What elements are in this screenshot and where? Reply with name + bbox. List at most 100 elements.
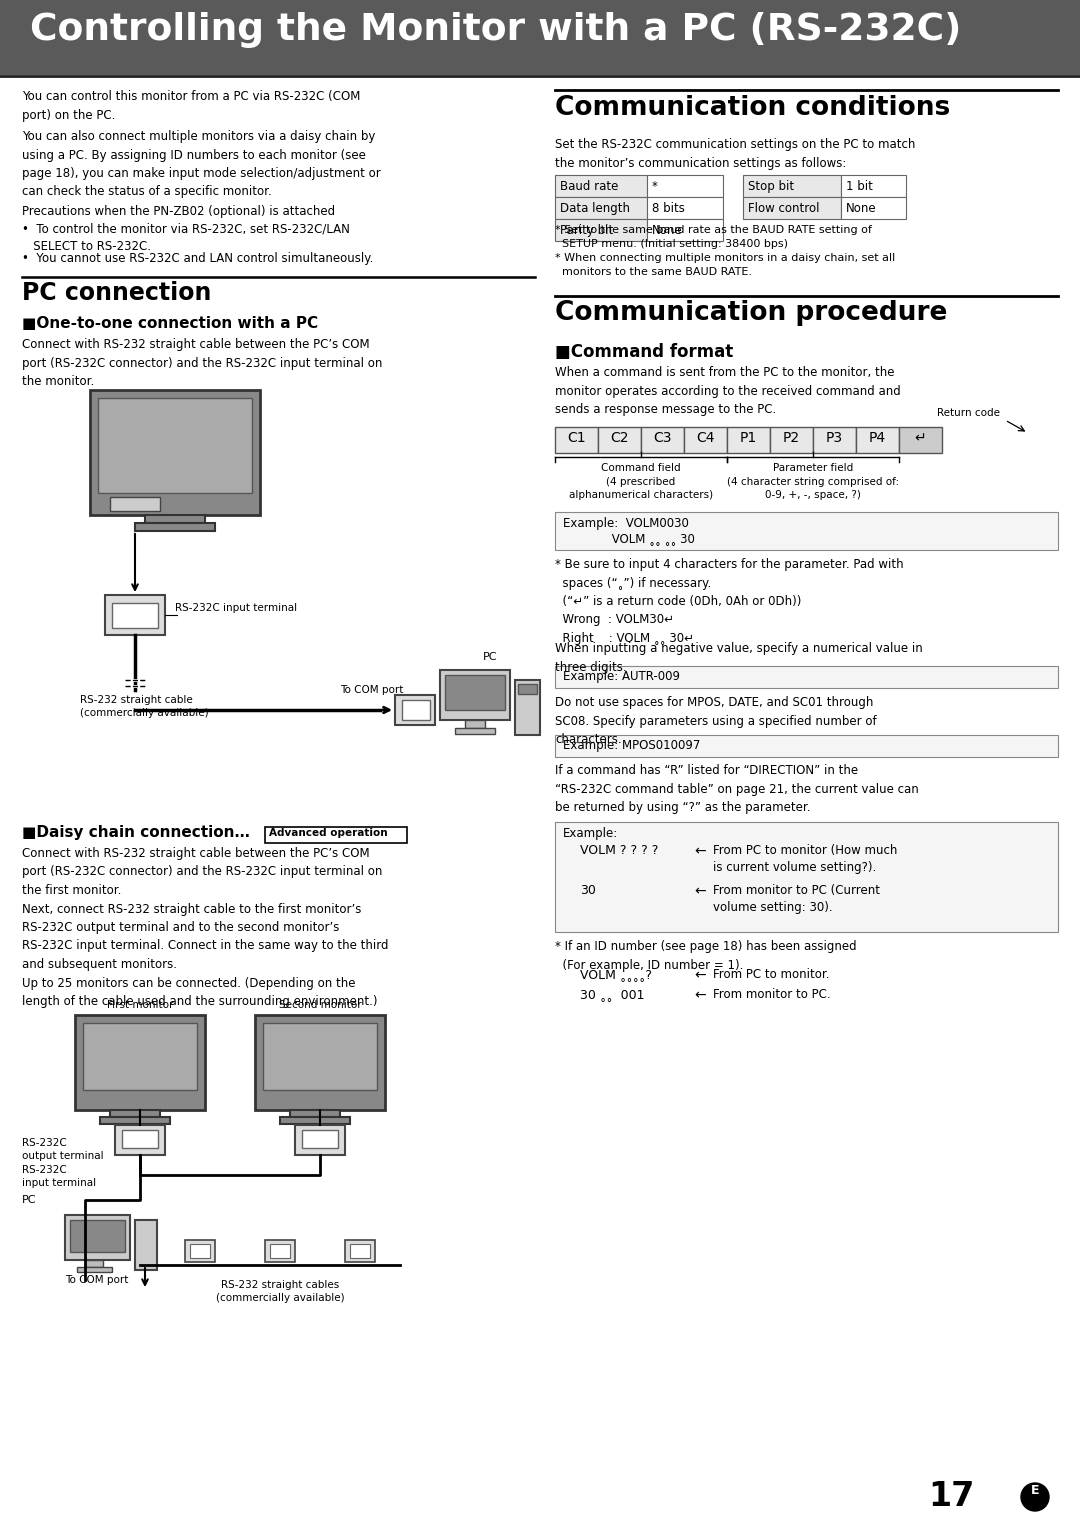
Bar [841,176,906,197]
Bar [465,721,485,728]
Bar [265,828,407,843]
Text: Example: MPOS010097: Example: MPOS010097 [563,739,700,751]
Bar [647,218,723,241]
Bar [112,603,158,628]
Bar [350,1245,370,1258]
Text: ↵: ↵ [915,431,927,444]
Bar [83,1023,197,1090]
Bar [75,1015,205,1110]
Text: You can also connect multiple monitors via a daisy chain by
using a PC. By assig: You can also connect multiple monitors v… [22,130,381,199]
Bar [65,1215,130,1260]
Bar [185,1240,215,1261]
Bar [555,428,598,454]
Text: P1: P1 [740,431,757,444]
Bar [518,684,537,693]
Text: E: E [1030,1484,1039,1496]
Text: To COM port: To COM port [340,686,403,695]
Text: Advanced operation: Advanced operation [269,828,388,838]
Bar [856,428,899,454]
Circle shape [1021,1483,1049,1512]
Text: Stop bit: Stop bit [748,180,794,192]
Bar [515,680,540,734]
Bar [135,524,215,531]
Text: RS-232C input terminal: RS-232C input terminal [175,603,297,612]
Text: Command field
(4 prescribed
alphanumerical characters): Command field (4 prescribed alphanumeric… [569,463,713,501]
Text: * Be sure to input 4 characters for the parameter. Pad with
  spaces (“˳”) if ne: * Be sure to input 4 characters for the … [555,557,904,644]
Text: From PC to monitor.: From PC to monitor. [713,968,829,980]
Text: First monitor: First monitor [107,1000,173,1009]
Text: Example:  VOLM0030: Example: VOLM0030 [563,518,689,530]
Text: 17: 17 [929,1481,975,1513]
Text: Communication conditions: Communication conditions [555,95,950,121]
Text: ■Command format: ■Command format [555,344,733,360]
Text: Connect with RS-232 straight cable between the PC’s COM
port (RS-232C connector): Connect with RS-232 straight cable betwe… [22,337,382,388]
Bar [813,428,856,454]
Text: To COM port: To COM port [65,1275,129,1286]
Text: From monitor to PC (Current
volume setting: 30).: From monitor to PC (Current volume setti… [713,884,880,915]
Bar [255,1015,384,1110]
Text: Return code: Return code [937,408,1000,418]
Bar [85,1260,103,1267]
Bar [345,1240,375,1261]
Text: 30 ˳˳  001: 30 ˳˳ 001 [580,988,645,1002]
Bar [98,399,252,493]
Text: Data length: Data length [561,202,630,215]
Bar [302,1130,338,1148]
Text: •  To control the monitor via RS-232C, set RS-232C/LAN
   SELECT to RS-232C.: • To control the monitor via RS-232C, se… [22,221,350,253]
Text: ←: ← [694,968,706,982]
Text: From monitor to PC.: From monitor to PC. [713,988,831,1002]
Text: C2: C2 [610,431,629,444]
Bar [743,197,841,218]
Text: Flow control: Flow control [748,202,820,215]
Text: C3: C3 [653,431,672,444]
Bar [445,675,505,710]
Text: RS-232C
output terminal: RS-232C output terminal [22,1138,104,1161]
Bar [190,1245,210,1258]
Text: * If an ID number (see page 18) has been assigned
  (For example, ID number = 1): * If an ID number (see page 18) has been… [555,941,856,971]
Text: Do not use spaces for MPOS, DATE, and SC01 through
SC08. Specify parameters usin: Do not use spaces for MPOS, DATE, and SC… [555,696,877,747]
Text: C4: C4 [697,431,715,444]
Bar [555,666,1058,689]
Bar [899,428,942,454]
Bar [727,428,770,454]
Bar [555,176,647,197]
Text: Communication procedure: Communication procedure [555,299,947,325]
Bar [145,515,205,524]
Bar [555,197,647,218]
Text: RS-232 straight cable
(commercially available): RS-232 straight cable (commercially avai… [80,695,208,718]
Text: When a command is sent from the PC to the monitor, the
monitor operates accordin: When a command is sent from the PC to th… [555,366,901,415]
Bar [264,1023,377,1090]
Bar [647,176,723,197]
Text: ■Daisy chain connection…: ■Daisy chain connection… [22,825,249,840]
Bar [70,1220,125,1252]
Text: P4: P4 [869,431,886,444]
Bar [555,734,1058,757]
Text: RS-232C
input terminal: RS-232C input terminal [22,1165,96,1188]
Text: From PC to monitor (How much
is current volume setting?).: From PC to monitor (How much is current … [713,844,897,873]
Text: Controlling the Monitor with a PC (RS-232C): Controlling the Monitor with a PC (RS-23… [30,12,961,47]
Text: •  You cannot use RS-232C and LAN control simultaneously.: • You cannot use RS-232C and LAN control… [22,252,374,266]
Bar [770,428,813,454]
Text: *: * [652,180,658,192]
Bar [555,822,1058,931]
Text: Precautions when the PN-ZB02 (optional) is attached: Precautions when the PN-ZB02 (optional) … [22,205,335,218]
Text: RS-232 straight cables
(commercially available): RS-232 straight cables (commercially ava… [216,1280,345,1303]
Bar [642,428,684,454]
Bar [122,1130,158,1148]
Text: PC: PC [22,1196,37,1205]
Bar [0,0,1080,75]
Bar [135,1220,157,1270]
Text: Baud rate: Baud rate [561,180,619,192]
Bar [90,389,260,515]
Text: P2: P2 [783,431,800,444]
Text: Example: AUTR-009: Example: AUTR-009 [563,670,680,683]
Text: PC connection: PC connection [22,281,212,305]
Text: When inputting a negative value, specify a numerical value in
three digits.: When inputting a negative value, specify… [555,641,922,673]
Text: * Set to the same baud rate as the BAUD RATE setting of
  SETUP menu. (Initial s: * Set to the same baud rate as the BAUD … [555,224,895,276]
Text: VOLM ˳˳˳˳?: VOLM ˳˳˳˳? [580,968,652,980]
Bar [743,176,841,197]
Bar [280,1116,350,1124]
Bar [291,1110,340,1116]
Bar [114,1125,165,1154]
Bar [265,1240,295,1261]
